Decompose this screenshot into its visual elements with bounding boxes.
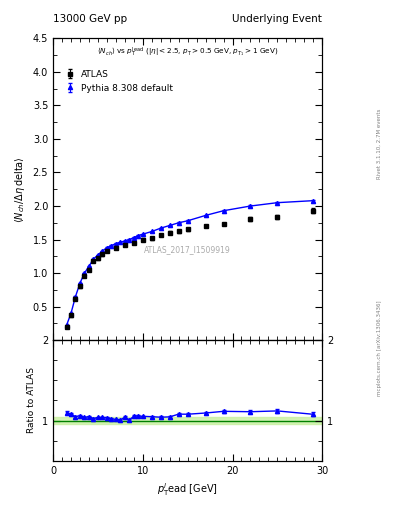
- Text: Underlying Event: Underlying Event: [232, 14, 322, 24]
- Legend: ATLAS, Pythia 8.308 default: ATLAS, Pythia 8.308 default: [63, 70, 173, 93]
- Text: mcplots.cern.ch [arXiv:1306.3436]: mcplots.cern.ch [arXiv:1306.3436]: [377, 301, 382, 396]
- Y-axis label: $\langle N_{ch}/\Delta\eta\,\mathrm{delta}\rangle$: $\langle N_{ch}/\Delta\eta\,\mathrm{delt…: [13, 156, 27, 223]
- X-axis label: $p_\mathrm{T}^{l}\mathrm{ead}$ [GeV]: $p_\mathrm{T}^{l}\mathrm{ead}$ [GeV]: [157, 481, 218, 498]
- Bar: [53, 417, 322, 424]
- Text: 13000 GeV pp: 13000 GeV pp: [53, 14, 127, 24]
- Text: ATLAS_2017_I1509919: ATLAS_2017_I1509919: [144, 245, 231, 254]
- Text: Rivet 3.1.10, 2.7M events: Rivet 3.1.10, 2.7M events: [377, 108, 382, 179]
- Y-axis label: Ratio to ATLAS: Ratio to ATLAS: [28, 368, 37, 434]
- Text: $\langle N_{ch}\rangle$ vs $p_\mathrm{T}^{\mathrm{lead}}$ ($|\eta| < 2.5$, $p_\m: $\langle N_{ch}\rangle$ vs $p_\mathrm{T}…: [97, 46, 278, 59]
